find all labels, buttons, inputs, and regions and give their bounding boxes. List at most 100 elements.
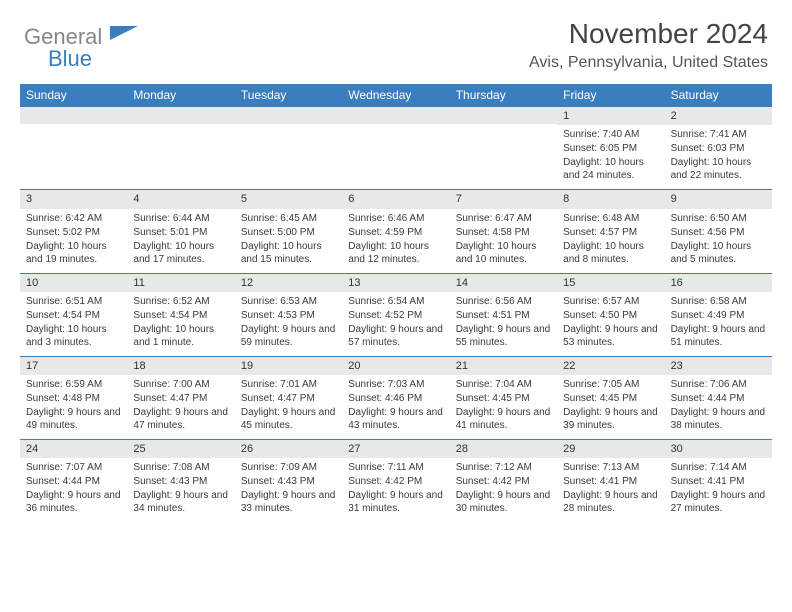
sunrise-text: Sunrise: 6:57 AM — [563, 295, 658, 308]
day-cell: 16Sunrise: 6:58 AMSunset: 4:49 PMDayligh… — [665, 274, 772, 356]
day-number: 30 — [665, 440, 772, 458]
day-header-tuesday: Tuesday — [235, 84, 342, 106]
day-info: Sunrise: 7:00 AMSunset: 4:47 PMDaylight:… — [127, 375, 234, 439]
day-header-monday: Monday — [127, 84, 234, 106]
day-header-friday: Friday — [557, 84, 664, 106]
sunset-text: Sunset: 4:49 PM — [671, 309, 766, 322]
daylight-text: Daylight: 9 hours and 55 minutes. — [456, 323, 551, 349]
day-number: 6 — [342, 190, 449, 208]
sunrise-text: Sunrise: 6:48 AM — [563, 212, 658, 225]
sunset-text: Sunset: 4:51 PM — [456, 309, 551, 322]
sunset-text: Sunset: 6:05 PM — [563, 142, 658, 155]
day-info: Sunrise: 6:52 AMSunset: 4:54 PMDaylight:… — [127, 292, 234, 356]
daylight-text: Daylight: 9 hours and 28 minutes. — [563, 489, 658, 515]
day-header-sunday: Sunday — [20, 84, 127, 106]
sunset-text: Sunset: 4:43 PM — [241, 475, 336, 488]
day-cell: 1Sunrise: 7:40 AMSunset: 6:05 PMDaylight… — [557, 107, 664, 189]
sunrise-text: Sunrise: 7:01 AM — [241, 378, 336, 391]
day-number: 25 — [127, 440, 234, 458]
day-info: Sunrise: 7:41 AMSunset: 6:03 PMDaylight:… — [665, 125, 772, 189]
sunrise-text: Sunrise: 6:44 AM — [133, 212, 228, 225]
sunrise-text: Sunrise: 7:11 AM — [348, 461, 443, 474]
daylight-text: Daylight: 9 hours and 34 minutes. — [133, 489, 228, 515]
sunrise-text: Sunrise: 6:59 AM — [26, 378, 121, 391]
sunrise-text: Sunrise: 7:07 AM — [26, 461, 121, 474]
day-number: 27 — [342, 440, 449, 458]
daylight-text: Daylight: 10 hours and 5 minutes. — [671, 240, 766, 266]
sunset-text: Sunset: 4:52 PM — [348, 309, 443, 322]
sunset-text: Sunset: 4:47 PM — [133, 392, 228, 405]
empty-daynum — [20, 107, 127, 124]
day-number: 5 — [235, 190, 342, 208]
day-cell: 10Sunrise: 6:51 AMSunset: 4:54 PMDayligh… — [20, 274, 127, 356]
day-number: 17 — [20, 357, 127, 375]
sunrise-text: Sunrise: 7:00 AM — [133, 378, 228, 391]
logo-triangle-icon — [110, 26, 138, 40]
day-number: 22 — [557, 357, 664, 375]
title-block: November 2024 Avis, Pennsylvania, United… — [529, 18, 768, 72]
daylight-text: Daylight: 9 hours and 59 minutes. — [241, 323, 336, 349]
sunset-text: Sunset: 4:43 PM — [133, 475, 228, 488]
daylight-text: Daylight: 9 hours and 36 minutes. — [26, 489, 121, 515]
logo-line2: Blue — [48, 48, 92, 70]
daylight-text: Daylight: 10 hours and 8 minutes. — [563, 240, 658, 266]
day-info: Sunrise: 6:50 AMSunset: 4:56 PMDaylight:… — [665, 209, 772, 273]
empty-daynum — [235, 107, 342, 124]
sunset-text: Sunset: 4:46 PM — [348, 392, 443, 405]
daylight-text: Daylight: 10 hours and 3 minutes. — [26, 323, 121, 349]
daylight-text: Daylight: 9 hours and 45 minutes. — [241, 406, 336, 432]
sunset-text: Sunset: 4:47 PM — [241, 392, 336, 405]
sunrise-text: Sunrise: 7:03 AM — [348, 378, 443, 391]
day-cell: 28Sunrise: 7:12 AMSunset: 4:42 PMDayligh… — [450, 440, 557, 522]
day-cell: 26Sunrise: 7:09 AMSunset: 4:43 PMDayligh… — [235, 440, 342, 522]
day-info: Sunrise: 7:07 AMSunset: 4:44 PMDaylight:… — [20, 458, 127, 522]
sunrise-text: Sunrise: 6:54 AM — [348, 295, 443, 308]
day-header-thursday: Thursday — [450, 84, 557, 106]
sunset-text: Sunset: 4:41 PM — [671, 475, 766, 488]
sunset-text: Sunset: 4:54 PM — [26, 309, 121, 322]
day-info: Sunrise: 6:46 AMSunset: 4:59 PMDaylight:… — [342, 209, 449, 273]
day-info: Sunrise: 6:47 AMSunset: 4:58 PMDaylight:… — [450, 209, 557, 273]
day-cell: 24Sunrise: 7:07 AMSunset: 4:44 PMDayligh… — [20, 440, 127, 522]
daylight-text: Daylight: 10 hours and 22 minutes. — [671, 156, 766, 182]
week-row: 17Sunrise: 6:59 AMSunset: 4:48 PMDayligh… — [20, 356, 772, 439]
header: General Blue November 2024 Avis, Pennsyl… — [0, 0, 792, 72]
daylight-text: Daylight: 9 hours and 53 minutes. — [563, 323, 658, 349]
sunrise-text: Sunrise: 6:58 AM — [671, 295, 766, 308]
day-number: 16 — [665, 274, 772, 292]
day-number: 29 — [557, 440, 664, 458]
location-text: Avis, Pennsylvania, United States — [529, 54, 768, 72]
daylight-text: Daylight: 9 hours and 30 minutes. — [456, 489, 551, 515]
sunset-text: Sunset: 4:42 PM — [348, 475, 443, 488]
day-info: Sunrise: 7:05 AMSunset: 4:45 PMDaylight:… — [557, 375, 664, 439]
daylight-text: Daylight: 10 hours and 12 minutes. — [348, 240, 443, 266]
day-number: 28 — [450, 440, 557, 458]
day-info: Sunrise: 6:56 AMSunset: 4:51 PMDaylight:… — [450, 292, 557, 356]
sunset-text: Sunset: 4:44 PM — [671, 392, 766, 405]
day-number: 11 — [127, 274, 234, 292]
day-info: Sunrise: 7:01 AMSunset: 4:47 PMDaylight:… — [235, 375, 342, 439]
daylight-text: Daylight: 10 hours and 24 minutes. — [563, 156, 658, 182]
sunrise-text: Sunrise: 6:56 AM — [456, 295, 551, 308]
week-row: 24Sunrise: 7:07 AMSunset: 4:44 PMDayligh… — [20, 439, 772, 522]
day-number: 8 — [557, 190, 664, 208]
day-cell: 9Sunrise: 6:50 AMSunset: 4:56 PMDaylight… — [665, 190, 772, 272]
sunset-text: Sunset: 4:58 PM — [456, 226, 551, 239]
day-number: 9 — [665, 190, 772, 208]
day-info: Sunrise: 6:59 AMSunset: 4:48 PMDaylight:… — [20, 375, 127, 439]
day-headers-row: SundayMondayTuesdayWednesdayThursdayFrid… — [20, 84, 772, 106]
day-number: 10 — [20, 274, 127, 292]
day-info: Sunrise: 7:03 AMSunset: 4:46 PMDaylight:… — [342, 375, 449, 439]
day-info: Sunrise: 7:14 AMSunset: 4:41 PMDaylight:… — [665, 458, 772, 522]
sunrise-text: Sunrise: 6:42 AM — [26, 212, 121, 225]
sunset-text: Sunset: 4:53 PM — [241, 309, 336, 322]
sunset-text: Sunset: 4:45 PM — [456, 392, 551, 405]
day-cell: 18Sunrise: 7:00 AMSunset: 4:47 PMDayligh… — [127, 357, 234, 439]
day-cell — [450, 107, 557, 189]
day-cell — [235, 107, 342, 189]
sunrise-text: Sunrise: 7:14 AM — [671, 461, 766, 474]
sunset-text: Sunset: 4:45 PM — [563, 392, 658, 405]
sunrise-text: Sunrise: 7:40 AM — [563, 128, 658, 141]
day-number: 18 — [127, 357, 234, 375]
day-cell: 29Sunrise: 7:13 AMSunset: 4:41 PMDayligh… — [557, 440, 664, 522]
